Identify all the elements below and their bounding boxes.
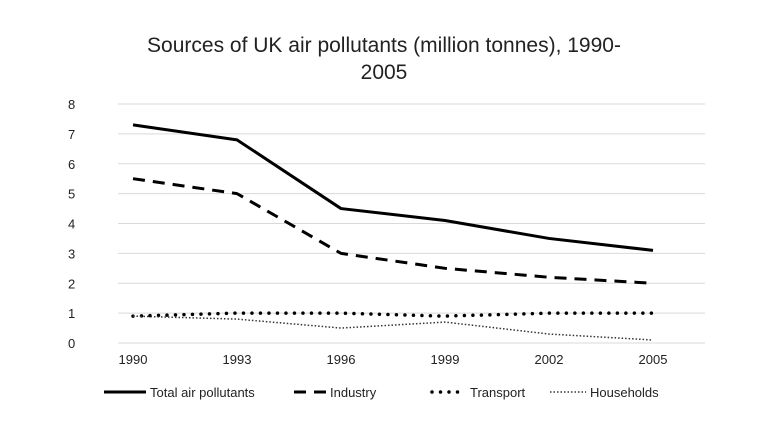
series-line-total-air-pollutants [132, 123, 654, 252]
y-tick-label: 8 [68, 97, 75, 112]
series-line-industry [132, 177, 654, 285]
y-tick-label: 3 [68, 246, 75, 261]
x-tick-label: 2005 [639, 352, 668, 367]
series-line-households [132, 315, 654, 341]
chart-title-line-1: Sources of UK air pollutants (million to… [147, 34, 621, 57]
legend-label: Industry [330, 385, 377, 400]
y-tick-label: 5 [68, 187, 75, 202]
y-tick-label: 2 [68, 276, 75, 291]
legend-label: Total air pollutants [150, 385, 255, 400]
x-tick-label: 1993 [223, 352, 252, 367]
legend-label: Transport [470, 385, 526, 400]
x-tick-label: 1999 [431, 352, 460, 367]
y-tick-label: 1 [68, 306, 75, 321]
y-tick-label: 7 [68, 127, 75, 142]
x-tick-label: 1996 [327, 352, 356, 367]
chart-title: Sources of UK air pollutants (million to… [100, 32, 668, 86]
legend-label: Households [590, 385, 659, 400]
y-tick-label: 4 [68, 217, 75, 232]
series-line-transport [131, 311, 655, 318]
y-tick-label: 6 [68, 157, 75, 172]
y-tick-label: 0 [68, 336, 75, 351]
chart-title-line-2: 2005 [360, 61, 408, 84]
x-tick-label: 1990 [119, 352, 148, 367]
x-tick-label: 2002 [535, 352, 564, 367]
